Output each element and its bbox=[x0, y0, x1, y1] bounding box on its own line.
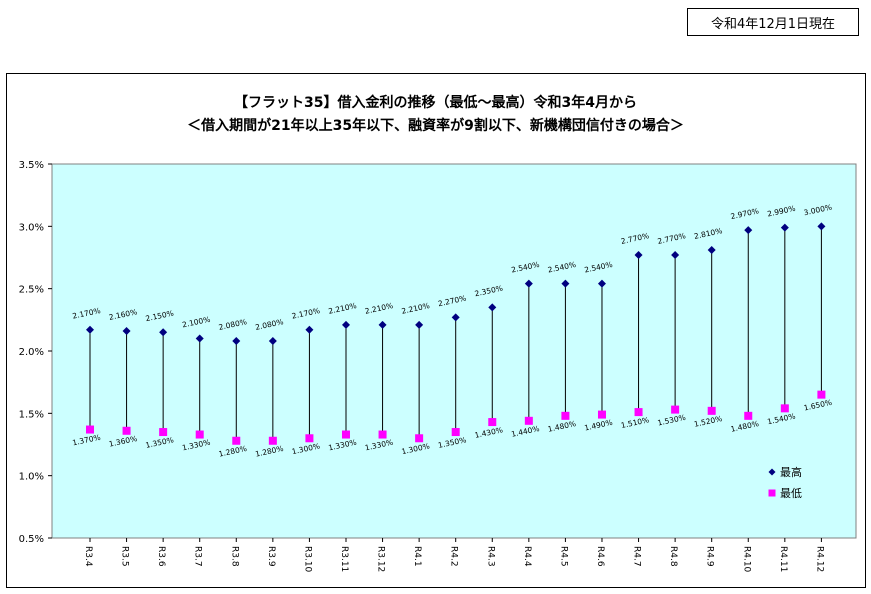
x-tick-label: R3.8 bbox=[229, 546, 239, 567]
high-point bbox=[86, 325, 94, 334]
low-point bbox=[122, 426, 131, 435]
high-point bbox=[634, 251, 643, 260]
low-point bbox=[415, 434, 424, 443]
low-point bbox=[524, 416, 533, 425]
high-point bbox=[232, 337, 241, 346]
x-tick-label: R4.6 bbox=[595, 546, 605, 567]
low-point bbox=[341, 430, 350, 439]
y-tick-label: 3.5% bbox=[19, 160, 44, 171]
x-tick-label: R4.10 bbox=[741, 546, 751, 573]
high-point bbox=[305, 325, 314, 334]
high-point bbox=[744, 226, 753, 235]
high-point bbox=[195, 334, 204, 343]
y-tick-label: 1.5% bbox=[19, 409, 44, 420]
y-tick-label: 0.5% bbox=[19, 534, 44, 545]
high-point bbox=[122, 327, 131, 336]
low-point bbox=[232, 436, 241, 445]
low-point bbox=[451, 428, 460, 437]
x-tick-label: R3.9 bbox=[266, 546, 276, 567]
low-point bbox=[634, 408, 643, 417]
low-point bbox=[378, 430, 387, 439]
high-point bbox=[488, 303, 497, 312]
low-point bbox=[305, 434, 314, 443]
x-tick-label: R4.3 bbox=[485, 546, 495, 567]
high-point bbox=[378, 320, 387, 329]
y-tick-label: 3.0% bbox=[19, 222, 44, 233]
high-point bbox=[268, 337, 277, 346]
high-point bbox=[415, 320, 424, 329]
high-point bbox=[780, 223, 789, 232]
high-point bbox=[707, 246, 716, 255]
low-point bbox=[707, 406, 716, 415]
high-point bbox=[524, 279, 533, 288]
y-tick-label: 2.0% bbox=[19, 347, 44, 358]
chart-title: 【フラット35】借入金利の推移（最低～最高）令和3年4月から bbox=[234, 95, 637, 111]
high-point bbox=[341, 320, 350, 329]
low-point bbox=[817, 390, 826, 399]
x-tick-label: R4.12 bbox=[814, 546, 824, 572]
plot-area bbox=[51, 163, 857, 539]
high-point bbox=[451, 313, 460, 322]
x-tick-label: R4.1 bbox=[412, 546, 422, 567]
x-tick-label: R3.12 bbox=[376, 546, 386, 572]
x-tick-label: R4.4 bbox=[522, 546, 532, 567]
x-tick-label: R3.6 bbox=[156, 546, 166, 567]
high-point bbox=[817, 222, 826, 231]
y-tick-label: 1.0% bbox=[19, 472, 44, 483]
low-point bbox=[268, 436, 277, 445]
legend-high-label: 最高 bbox=[780, 465, 802, 479]
x-tick-label: R3.11 bbox=[339, 546, 349, 572]
low-point bbox=[671, 405, 680, 414]
x-tick-label: R4.5 bbox=[558, 546, 568, 567]
legend-low-marker bbox=[768, 489, 776, 497]
high-point bbox=[159, 328, 168, 337]
legend-high-marker bbox=[768, 468, 776, 476]
low-point bbox=[780, 404, 789, 413]
x-tick-label: R4.11 bbox=[778, 546, 788, 572]
chart-subtitle: ＜借入期間が21年以上35年以下、融資率が9割以下、新機構団信付きの場合＞ bbox=[187, 118, 684, 134]
low-point bbox=[488, 418, 497, 427]
y-tick-label: 2.5% bbox=[19, 285, 44, 296]
x-tick-label: R4.8 bbox=[668, 546, 678, 567]
low-point bbox=[159, 428, 168, 437]
x-tick-label: R3.4 bbox=[83, 546, 93, 567]
low-point bbox=[597, 410, 606, 419]
x-tick-label: R4.9 bbox=[705, 546, 715, 567]
x-tick-label: R3.7 bbox=[193, 546, 203, 567]
x-tick-label: R3.10 bbox=[302, 546, 312, 573]
low-point bbox=[195, 430, 204, 439]
x-tick-label: R4.7 bbox=[632, 546, 642, 567]
low-point bbox=[561, 411, 570, 420]
high-point bbox=[671, 251, 680, 260]
low-point bbox=[86, 425, 94, 434]
as-of-date-label: 令和4年12月1日現在 bbox=[687, 8, 859, 36]
low-point bbox=[744, 411, 753, 420]
legend-low-label: 最低 bbox=[780, 487, 802, 500]
high-point bbox=[561, 279, 570, 288]
x-tick-label: R4.2 bbox=[449, 546, 459, 567]
x-tick-label: R3.5 bbox=[120, 546, 130, 567]
high-point bbox=[597, 279, 606, 288]
